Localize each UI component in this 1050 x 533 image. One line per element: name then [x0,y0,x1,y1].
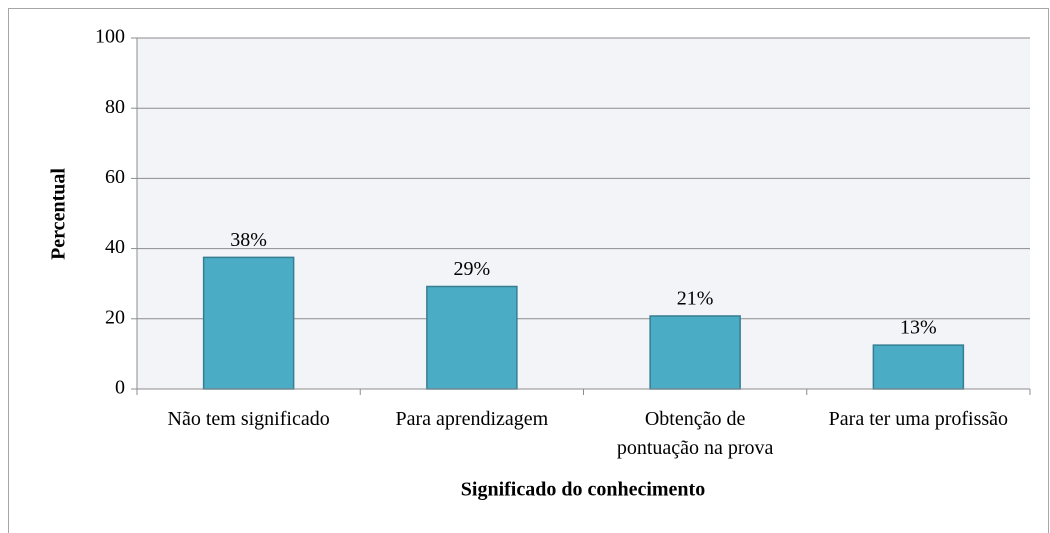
bar [649,315,741,390]
data-label: 21% [677,288,714,310]
x-tick-label: Obtenção de pontuação na prova [616,408,774,459]
y-tick-label: 20 [105,306,125,328]
y-tick-label: 40 [105,236,125,258]
y-axis-label: Percentual [48,168,70,260]
bar [872,344,965,390]
x-tick-label: Para aprendizagem [395,408,549,430]
x-tick-label: Para ter uma profissão [828,408,1009,430]
data-label: 38% [230,229,267,251]
x-axis-label: Significado do conhecimento [461,479,705,501]
y-tick-label: 0 [115,377,125,399]
chart-border [8,8,1049,533]
y-tick-label: 80 [105,96,125,118]
y-tick-label: 100 [95,26,125,48]
data-label: 29% [454,258,491,280]
x-tick-label: Não tem significado [167,408,330,430]
bar [426,285,518,390]
data-label: 13% [900,317,937,339]
bar [202,256,295,390]
y-tick-label: 60 [105,166,125,188]
